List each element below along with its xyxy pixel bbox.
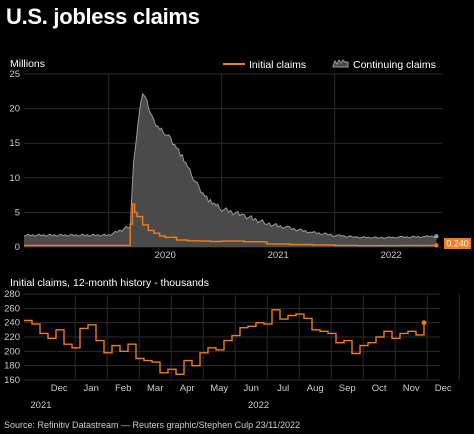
bottom-year-label: 2021 xyxy=(30,400,51,411)
bottom-x-tick-label: Sep xyxy=(339,383,356,394)
bottom-y-tick-label: 260 xyxy=(4,303,20,314)
bottom-x-tick-label: Jan xyxy=(84,383,99,394)
top-y-tick-label: 5 xyxy=(15,207,20,218)
source-note: Source: Refinitiv Datastream — Reuters g… xyxy=(4,420,300,430)
top-y-axis-label: Millions xyxy=(10,58,45,70)
bottom-x-tick-label: May xyxy=(210,383,228,394)
bottom-x-tick-label: Mar xyxy=(147,383,163,394)
legend-swatch-continuing xyxy=(332,59,349,68)
bottom-y-tick-label: 200 xyxy=(4,346,20,357)
bottom-x-tick-label: Nov xyxy=(403,383,420,394)
bottom-x-tick-label: Jul xyxy=(277,383,289,394)
bottom-y-tick-label: 220 xyxy=(4,332,20,343)
bottom-x-tick-label: Apr xyxy=(180,383,195,394)
top-y-tick-label: 15 xyxy=(9,138,20,149)
bottom-initial-claims-endpoint xyxy=(421,320,427,326)
bottom-y-tick-label: 280 xyxy=(4,289,20,300)
bottom-y-tick-label: 160 xyxy=(4,375,20,386)
bottom-initial-claims-line xyxy=(24,309,425,375)
bottom-x-tick-label: Jun xyxy=(244,383,259,394)
bottom-y-tick-label: 180 xyxy=(4,361,20,372)
top-y-tick-label: 25 xyxy=(9,69,20,80)
chart-title: U.S. jobless claims xyxy=(6,4,200,29)
top-x-tick-label: 2020 xyxy=(155,250,176,261)
bottom-y-tick-label: 240 xyxy=(4,318,20,329)
bottom-x-tick-label: Feb xyxy=(115,383,131,394)
bottom-x-tick-label: Oct xyxy=(372,383,387,394)
top-y-tick-label: 10 xyxy=(9,173,20,184)
legend-label-continuing: Continuing claims xyxy=(353,59,436,71)
bottom-x-tick-label: Aug xyxy=(307,383,324,394)
bottom-chart-title: Initial claims, 12-month history - thous… xyxy=(10,277,209,289)
initial-claims-endpoint xyxy=(434,243,439,248)
bottom-year-label: 2022 xyxy=(248,400,269,411)
initial-claims-line xyxy=(24,203,438,247)
continuing-claims-area xyxy=(24,93,437,247)
top-y-tick-label: 20 xyxy=(9,104,20,115)
end-value-box xyxy=(444,238,471,249)
continuing-claims-endpoint xyxy=(434,234,439,239)
continuing-claims-line xyxy=(23,92,437,239)
bottom-x-tick-label: Dec xyxy=(435,383,452,394)
bottom-x-tick-label: Dec xyxy=(51,383,68,394)
top-x-tick-label: 2022 xyxy=(381,250,402,261)
top-y-tick-label: 0 xyxy=(15,242,20,253)
top-x-tick-label: 2021 xyxy=(268,250,289,261)
end-value-label: 0.240 xyxy=(446,239,469,249)
legend-label-initial: Initial claims xyxy=(249,59,306,71)
